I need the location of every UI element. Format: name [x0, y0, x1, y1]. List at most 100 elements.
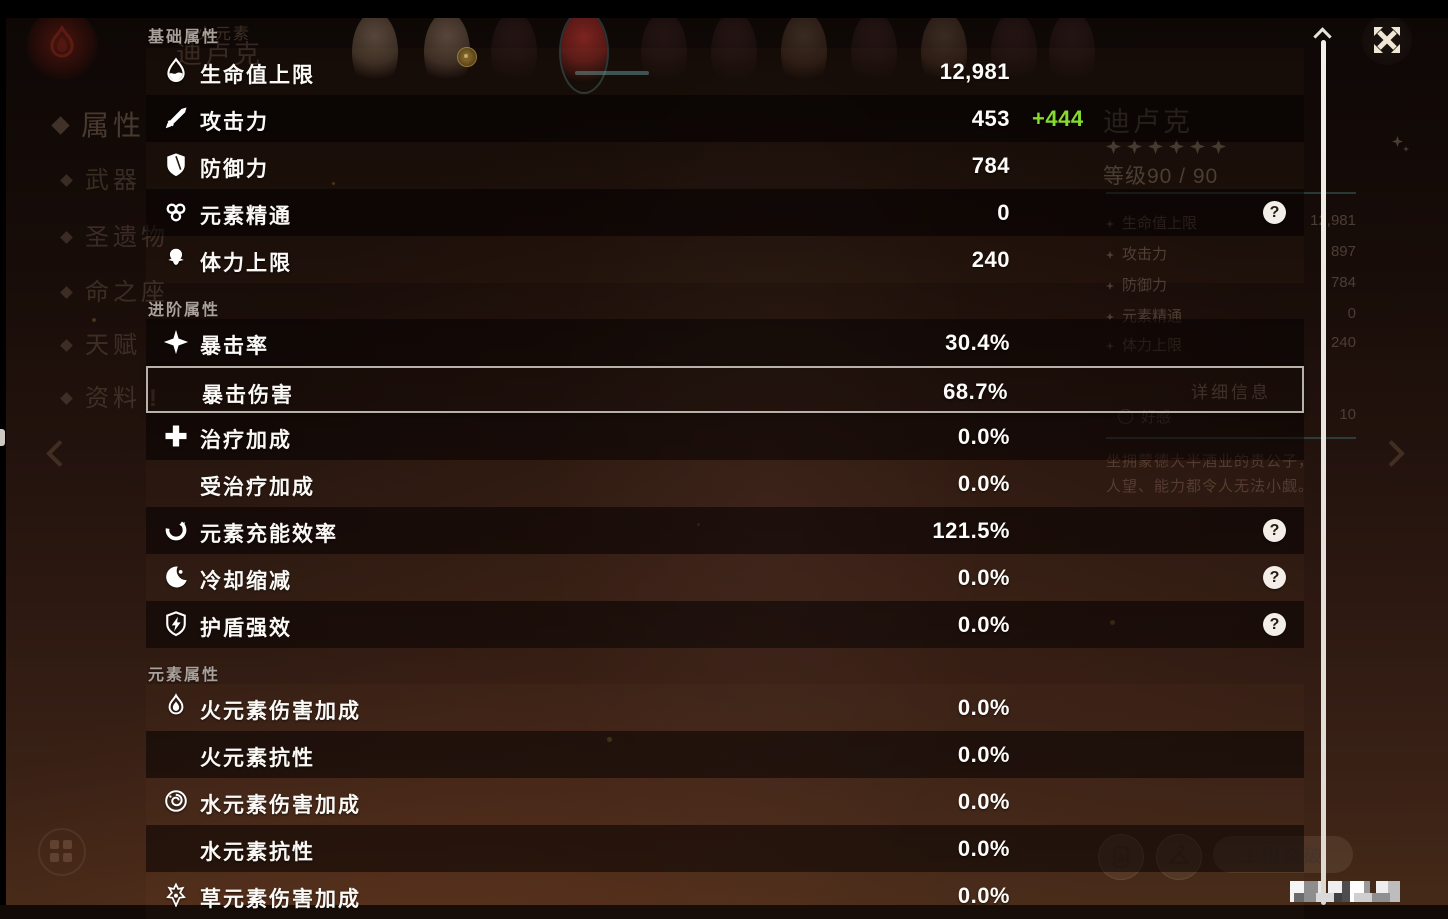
stat-label: 受治疗加成: [200, 476, 315, 499]
ember-particle: [332, 182, 335, 185]
hp-icon: [162, 57, 192, 87]
stat-row-energy-recharge[interactable]: 元素充能效率 121.5%?: [146, 507, 1304, 554]
stat-row-atk[interactable]: 攻击力 453 +444: [146, 95, 1304, 142]
avatar: [851, 12, 897, 92]
stat-label: 暴击伤害: [202, 384, 294, 407]
censored-uid-block: [1290, 881, 1400, 902]
pyro-icon: [162, 693, 192, 723]
stat-label: 护盾强效: [200, 617, 292, 640]
stat-label: 防御力: [200, 158, 269, 181]
bg-character-label: 迪卢克: [176, 39, 264, 69]
avatar: [991, 12, 1037, 92]
sparkle-icon: [1392, 136, 1403, 147]
avatar: [641, 12, 687, 92]
collapse-x-icon: [1374, 27, 1400, 53]
bg-attr-value: 12,981: [1310, 212, 1356, 229]
left-edge-handle[interactable]: [0, 429, 5, 446]
help-icon[interactable]: ?: [1263, 566, 1286, 589]
bg-sidebar-item-6: 资料!: [60, 378, 161, 413]
medal-icon: [457, 47, 477, 67]
avatar: [711, 12, 757, 92]
shield-bolt-icon: [162, 610, 192, 640]
stat-value: 0.0%: [957, 883, 1010, 908]
next-character-arrow-icon: [1378, 440, 1405, 467]
stat-row-crit-rate[interactable]: 暴击率 30.4%: [146, 319, 1304, 366]
mini-stat-icon: [1106, 251, 1114, 259]
diamond-bullet-icon: [60, 286, 73, 299]
diamond-bullet-icon: [60, 392, 73, 405]
bg-element-label: 火元素: [197, 26, 252, 43]
bg-grid-button: [38, 828, 86, 876]
stat-row-pyro-dmg-bonus[interactable]: 火元素伤害加成 0.0%: [146, 684, 1304, 731]
bg-sidebar-item-5: 天赋: [60, 325, 141, 360]
crit-rate-icon: [162, 328, 192, 358]
friendship-value: 10: [1339, 406, 1356, 423]
avatar-selected: [561, 12, 607, 92]
avatar: [781, 12, 827, 92]
stat-row-hydro-res[interactable]: 水元素抗性 0.0%: [146, 825, 1304, 872]
avatar: [491, 12, 537, 92]
stat-row-healing-bonus[interactable]: 治疗加成 0.0%: [146, 413, 1304, 460]
stat-row-incoming-healing-bonus[interactable]: 受治疗加成 0.0%: [146, 460, 1304, 507]
stat-row-crit-dmg[interactable]: 暴击伤害 68.7%: [146, 366, 1304, 413]
stat-value: 12,981: [939, 59, 1010, 84]
atk-icon: [162, 104, 192, 134]
stat-label: 暴击率: [200, 335, 269, 358]
prev-character-arrow-icon: [46, 440, 73, 467]
stat-row-dendro-dmg-bonus[interactable]: 草元素伤害加成 0.0%: [146, 872, 1304, 919]
bg-character-level: 等级90 / 90: [1103, 165, 1219, 188]
stat-value: 453: [971, 106, 1010, 131]
bg-attr-value: 240: [1330, 334, 1356, 351]
close-overlay-button[interactable]: [1362, 15, 1412, 65]
help-icon[interactable]: ?: [1263, 519, 1286, 542]
bg-description-line: 人望、能力都令人无法小觑。: [1106, 478, 1311, 495]
section-title: 元素属性: [148, 667, 221, 684]
stat-row-max-hp[interactable]: 生命值上限 12,981: [146, 48, 1304, 95]
left-edge-strip: [0, 0, 6, 905]
stat-value: 0.0%: [957, 471, 1010, 496]
elemental-mastery-icon: [162, 198, 192, 228]
stat-row-elemental-mastery[interactable]: 元素精通 0?: [146, 189, 1304, 236]
help-icon[interactable]: ?: [1263, 201, 1286, 224]
stat-label: 元素充能效率: [200, 523, 338, 546]
help-icon[interactable]: ?: [1263, 613, 1286, 636]
stat-row-pyro-res[interactable]: 火元素抗性 0.0%: [146, 731, 1304, 778]
scrollbar[interactable]: [1321, 40, 1326, 905]
diamond-bullet-icon: [60, 339, 73, 352]
cooldown-icon: [162, 563, 192, 593]
stat-value: 68.7%: [943, 379, 1008, 404]
stat-row-max-stamina[interactable]: 体力上限 240: [146, 236, 1304, 283]
stat-row-hydro-dmg-bonus[interactable]: 水元素伤害加成 0.0%: [146, 778, 1304, 825]
stat-value: 0.0%: [957, 836, 1010, 861]
def-icon: [162, 151, 192, 181]
stat-value: 0.0%: [957, 742, 1010, 767]
stat-row-shield-strength[interactable]: 护盾强效 0.0%?: [146, 601, 1304, 648]
dendro-icon: [162, 881, 192, 911]
sparkle-icon: [1403, 146, 1409, 152]
stat-row-cd-reduction[interactable]: 冷却缩减 0.0%?: [146, 554, 1304, 601]
hydro-icon: [162, 787, 192, 817]
stat-value: 0: [997, 200, 1010, 225]
selected-avatar-underline: [575, 71, 649, 75]
stat-row-def[interactable]: 防御力 784: [146, 142, 1304, 189]
stat-value: 0.0%: [957, 424, 1010, 449]
stat-label: 火元素伤害加成: [200, 700, 361, 723]
mini-stat-icon: [1106, 313, 1114, 321]
stat-value: 0.0%: [957, 612, 1010, 637]
stat-label: 体力上限: [200, 252, 292, 275]
bg-attr-row: 攻击力 897: [1106, 243, 1356, 265]
avatar: [1049, 12, 1095, 92]
energy-recharge-icon: [162, 516, 192, 546]
stat-bonus-value: +444: [1032, 106, 1084, 131]
stat-label: 攻击力: [200, 111, 269, 134]
stat-label: 水元素抗性: [200, 841, 315, 864]
bg-attr-value: 0: [1347, 305, 1356, 322]
diamond-bullet-icon: [60, 174, 73, 187]
bg-attr-row: 防御力 784: [1106, 274, 1356, 296]
stat-value: 30.4%: [945, 330, 1010, 355]
avatar: [352, 12, 398, 92]
mini-stat-icon: [1106, 282, 1114, 290]
stat-value: 240: [971, 247, 1010, 272]
stat-label: 草元素伤害加成: [200, 888, 361, 911]
section-title: 基础属性: [148, 29, 221, 46]
